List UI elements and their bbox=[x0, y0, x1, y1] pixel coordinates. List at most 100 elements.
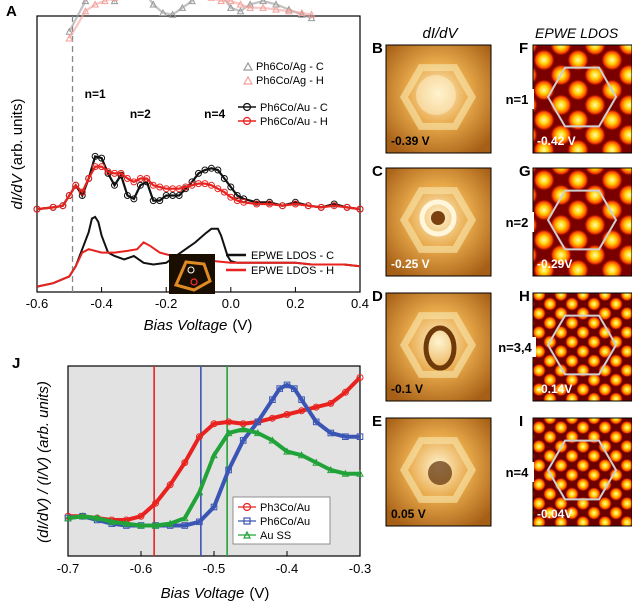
panel-j-point-2-16 bbox=[297, 451, 306, 459]
n-label-2: n=3,4 bbox=[498, 340, 532, 355]
n-label-box-2 bbox=[494, 337, 536, 357]
panel-a-point-1-22 bbox=[298, 8, 306, 16]
panel-j-point-2-13 bbox=[253, 428, 262, 437]
panel-j-point-1-13 bbox=[254, 418, 262, 426]
panel-j-x-ticks: -0.7 -0.6 -0.5 -0.4 -0.3 bbox=[57, 551, 371, 576]
panel-a-point-0-1 bbox=[81, 0, 90, 5]
didv-image-D bbox=[385, 292, 492, 402]
panel-a-point-0-22 bbox=[298, 10, 306, 18]
panel-j-point-2-9 bbox=[195, 488, 204, 496]
panel-a-point-1-19 bbox=[259, 3, 267, 11]
panel-a-point-0-0 bbox=[65, 27, 74, 35]
legend-epwe-h: EPWE LDOS - H bbox=[251, 265, 334, 277]
panel-j-point-2-5 bbox=[137, 521, 145, 529]
panel-a-point-3-35 bbox=[304, 202, 312, 210]
panel-a-point-3-3 bbox=[65, 192, 73, 199]
panel-a-point-3-28 bbox=[227, 193, 235, 201]
panel-j-point-2-17 bbox=[312, 458, 321, 466]
panel-a-point-3-34 bbox=[291, 200, 299, 208]
epwe-image-F bbox=[532, 44, 632, 154]
panel-a-point-2-7 bbox=[91, 152, 99, 160]
panel-j-point-1-15 bbox=[276, 385, 283, 392]
panel-a-point-1-15 bbox=[217, 0, 225, 5]
epwe-image-I bbox=[532, 417, 632, 527]
panel-a-series-5 bbox=[36, 241, 361, 288]
panel-a-point-3-11 bbox=[117, 169, 125, 177]
panel-a-peak-label-1: n=2 bbox=[130, 107, 151, 121]
panel-letter-B: B bbox=[372, 40, 383, 57]
panel-j-point-0-8 bbox=[181, 459, 189, 467]
panel-j-point-0-18 bbox=[327, 399, 335, 407]
panel-a-point-3-0 bbox=[33, 205, 41, 213]
panel-a-legend-au: Ph6Co/Au - C Ph6Co/Au - H bbox=[238, 102, 328, 128]
panel-letter-I: I bbox=[519, 413, 523, 430]
panel-j-point-0-17 bbox=[312, 403, 320, 411]
panel-a: A n=1 n=2 n=4 -0.6 -0.4 -0.2 0.0 0.2 0.4 Bias V… bbox=[6, 0, 369, 334]
panel-j-point-1-20 bbox=[327, 429, 335, 437]
panel-j-xtick-label-2: -0.5 bbox=[203, 561, 225, 576]
panel-a-point-3-4 bbox=[72, 181, 80, 189]
panel-j-point-2-6 bbox=[151, 521, 160, 529]
panel-j-point-1-16 bbox=[283, 381, 291, 389]
panel-letter-H: H bbox=[519, 288, 530, 305]
panel-a-point-3-33 bbox=[278, 202, 286, 210]
panel-a-point-0-11 bbox=[178, 3, 187, 11]
panel-a-series-1 bbox=[65, 0, 316, 42]
panel-a-point-0-19 bbox=[259, 0, 267, 5]
panel-a-point-2-28 bbox=[227, 183, 235, 191]
panel-a-xtick-label-5: 0.4 bbox=[351, 296, 369, 311]
panel-j-point-0-16 bbox=[298, 407, 306, 415]
panel-j-xlabel: Bias Voltage (V) bbox=[161, 585, 270, 602]
image-row-0: B -0.39 V F -0.42 V n=1 bbox=[372, 40, 632, 154]
panel-j-xtick-label-4: -0.3 bbox=[349, 561, 371, 576]
panel-a-point-3-24 bbox=[201, 180, 209, 188]
panel-a-point-2-10 bbox=[111, 181, 119, 189]
panel-j-line-2 bbox=[67, 427, 360, 528]
panel-a-point-3-25 bbox=[207, 181, 215, 189]
panel-j-point-2-2 bbox=[93, 514, 102, 522]
panel-a-point-3-12 bbox=[123, 175, 131, 182]
n-label-3: n=4 bbox=[506, 465, 530, 480]
n-label-0: n=1 bbox=[506, 92, 529, 107]
panel-a-point-1-23 bbox=[307, 10, 316, 18]
didv-image-C bbox=[385, 167, 492, 277]
panel-a-point-3-16 bbox=[149, 181, 157, 189]
panel-a-xtick-label-4: 0.2 bbox=[286, 296, 304, 311]
epwe-value-H: -0.14V bbox=[537, 382, 572, 396]
panel-j-plot-area bbox=[64, 366, 364, 556]
legend-j-ph6co: Ph6Co/Au bbox=[260, 516, 310, 528]
panel-a-point-3-15 bbox=[143, 175, 151, 182]
panel-a-legend-ag: Ph6Co/Ag - C Ph6Co/Ag - H bbox=[242, 61, 324, 87]
panel-a-point-0-4 bbox=[110, 0, 119, 5]
panel-a-xtick-label-0: -0.6 bbox=[26, 296, 48, 311]
legend-j-ph3co: Ph3Co/Au bbox=[260, 502, 310, 514]
n-label-box-3 bbox=[500, 462, 534, 482]
panel-j-point-1-19 bbox=[312, 418, 320, 426]
panel-j-point-1-12 bbox=[239, 437, 247, 444]
panel-a-point-1-18 bbox=[246, 3, 255, 11]
panel-a-point-0-17 bbox=[236, 7, 245, 15]
panel-a-point-2-14 bbox=[136, 181, 144, 189]
panel-a-point-3-17 bbox=[156, 183, 164, 191]
epwe-value-G: -0.29V bbox=[537, 257, 572, 271]
panel-a-point-2-12 bbox=[123, 192, 131, 199]
panel-j-series-2 bbox=[64, 425, 364, 529]
panel-letter-G: G bbox=[519, 163, 531, 180]
panel-a-xtick-label-1: -0.4 bbox=[90, 296, 112, 311]
panel-a-point-3-27 bbox=[220, 188, 228, 196]
didv-image-B bbox=[385, 44, 492, 154]
panel-a-peak-label-0: n=1 bbox=[85, 87, 106, 101]
didv-value-E: 0.05 V bbox=[391, 507, 426, 521]
panel-a-xtick-label-2: -0.2 bbox=[155, 296, 177, 311]
panel-a-point-1-16 bbox=[226, 0, 235, 5]
panel-a-point-1-3 bbox=[100, 0, 109, 5]
panel-a-point-0-10 bbox=[168, 10, 177, 18]
panel-j-point-1-8 bbox=[181, 522, 189, 529]
legend-epwe-c: EPWE LDOS - C bbox=[251, 250, 334, 262]
panel-a-point-3-38 bbox=[343, 203, 351, 211]
panel-j-xtick-label-3: -0.4 bbox=[276, 561, 298, 576]
panel-a-point-3-36 bbox=[317, 203, 325, 211]
n-label-1: n=2 bbox=[506, 215, 529, 230]
panel-j-point-1-17 bbox=[291, 385, 298, 392]
panel-j-point-0-10 bbox=[210, 420, 218, 428]
